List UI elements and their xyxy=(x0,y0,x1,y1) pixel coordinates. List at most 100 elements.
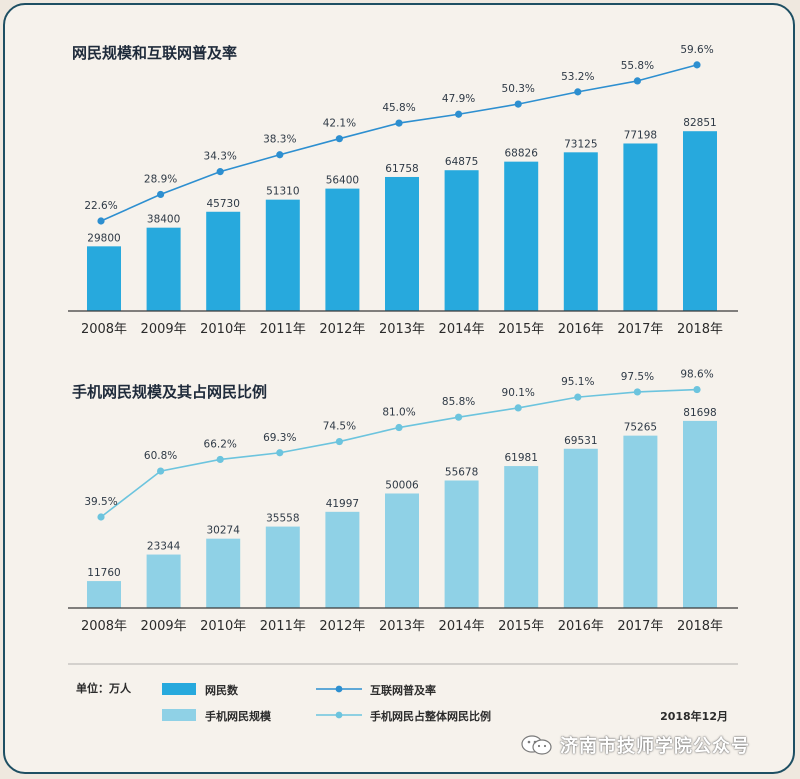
line-point-label: 28.9% xyxy=(144,173,177,185)
x-tick-label: 2018年 xyxy=(677,322,723,337)
bar xyxy=(206,211,241,311)
line-point-label: 42.1% xyxy=(323,118,356,130)
wechat-icon xyxy=(520,734,554,756)
line-point xyxy=(276,449,284,457)
x-tick-label: 2018年 xyxy=(677,619,723,634)
bar xyxy=(504,161,539,311)
x-tick-label: 2015年 xyxy=(498,322,544,337)
bar xyxy=(146,554,181,608)
line-point-label: 98.6% xyxy=(680,369,713,381)
bar-value-label: 75265 xyxy=(624,422,657,434)
bar-value-label: 41997 xyxy=(326,498,359,510)
line-point-label: 53.2% xyxy=(561,71,594,83)
bar xyxy=(683,420,717,608)
x-tick-label: 2013年 xyxy=(379,619,425,634)
line-point-label: 38.3% xyxy=(263,134,296,146)
bar-value-label: 68826 xyxy=(504,148,538,160)
bar-value-label: 69531 xyxy=(564,435,597,447)
bar-value-label: 61758 xyxy=(385,163,418,175)
line-point xyxy=(633,77,642,85)
line-point xyxy=(335,437,343,446)
line-point xyxy=(216,168,224,176)
x-tick-label: 2017年 xyxy=(617,619,663,634)
x-tick-label: 2010年 xyxy=(200,322,246,337)
x-tick-label: 2014年 xyxy=(439,619,485,634)
x-tick-label: 2008年 xyxy=(81,322,127,337)
line-point-label: 59.6% xyxy=(680,44,713,56)
line-point xyxy=(157,190,165,199)
line-point-label: 90.1% xyxy=(502,387,535,399)
x-tick-label: 2012年 xyxy=(319,322,365,337)
x-tick-label: 2016年 xyxy=(558,619,604,634)
line-point xyxy=(514,404,522,412)
legend-swatch-bar xyxy=(162,683,196,695)
legend-swatch-bar xyxy=(162,709,196,721)
line-point-label: 81.0% xyxy=(382,407,415,419)
bar-value-label: 51310 xyxy=(266,186,299,198)
watermark-text: 济南市技师学院公众号 xyxy=(560,736,750,757)
bar-value-label: 35558 xyxy=(266,513,299,525)
line-point-label: 95.1% xyxy=(561,376,594,388)
line-point-label: 45.8% xyxy=(382,102,415,114)
bar-value-label: 61981 xyxy=(504,452,537,464)
line-point xyxy=(633,388,642,396)
line-point xyxy=(693,385,701,394)
legend-unit: 单位：万人 xyxy=(76,681,132,695)
line-point xyxy=(276,151,284,159)
bar-value-label: 23344 xyxy=(147,541,181,553)
x-tick-label: 2017年 xyxy=(617,322,663,337)
bar xyxy=(623,143,658,311)
bar xyxy=(385,493,419,608)
line-point xyxy=(455,110,463,118)
bar xyxy=(563,152,598,311)
x-tick-label: 2009年 xyxy=(141,619,187,634)
x-tick-label: 2016年 xyxy=(558,322,604,337)
line-point-label: 39.5% xyxy=(84,496,117,508)
bar-value-label: 50006 xyxy=(385,479,419,491)
bar xyxy=(444,480,479,608)
legend-label: 手机网民占整体网民比例 xyxy=(370,709,491,723)
line-point xyxy=(157,467,165,475)
bar-value-label: 64875 xyxy=(445,156,478,168)
line-point xyxy=(97,217,105,225)
bar xyxy=(325,188,360,311)
legend-date: 2018年12月 xyxy=(660,709,728,723)
legend-swatch-point xyxy=(335,685,343,693)
bar xyxy=(265,199,300,311)
bar xyxy=(87,246,121,311)
legend-label: 手机网民规模 xyxy=(205,709,272,723)
bar xyxy=(146,227,181,311)
legend-label: 网民数 xyxy=(205,683,239,697)
line-point-label: 97.5% xyxy=(621,371,654,383)
chart-card xyxy=(3,3,795,774)
line-point-label: 66.2% xyxy=(204,438,237,450)
chart-title: 手机网民规模及其占网民比例 xyxy=(72,383,267,401)
line-point xyxy=(97,513,105,521)
bar-value-label: 45730 xyxy=(206,198,239,210)
legend-swatch-point xyxy=(335,711,343,719)
line-point xyxy=(395,423,403,432)
bar-value-label: 55678 xyxy=(445,466,478,478)
bar-value-label: 73125 xyxy=(564,138,597,150)
watermark: 济南市技师学院公众号 xyxy=(520,730,790,760)
bar-value-label: 77198 xyxy=(624,129,657,141)
bar-value-label: 30274 xyxy=(206,525,240,537)
bar xyxy=(325,511,360,608)
bar xyxy=(683,131,717,311)
bar xyxy=(623,435,658,608)
x-tick-label: 2015年 xyxy=(498,619,544,634)
bar-value-label: 38400 xyxy=(147,214,180,226)
line-point-label: 69.3% xyxy=(263,432,296,444)
line-point-label: 47.9% xyxy=(442,93,475,105)
line-point-label: 55.8% xyxy=(621,60,654,72)
bar-value-label: 29800 xyxy=(87,232,120,244)
line-point-label: 74.5% xyxy=(323,421,356,433)
line-point xyxy=(514,100,522,108)
x-tick-label: 2011年 xyxy=(260,322,306,337)
x-tick-label: 2013年 xyxy=(379,322,425,337)
line-point-label: 60.8% xyxy=(144,450,177,462)
line-point xyxy=(455,413,463,421)
bar xyxy=(206,538,241,608)
bar xyxy=(444,170,479,311)
x-tick-label: 2012年 xyxy=(319,619,365,634)
